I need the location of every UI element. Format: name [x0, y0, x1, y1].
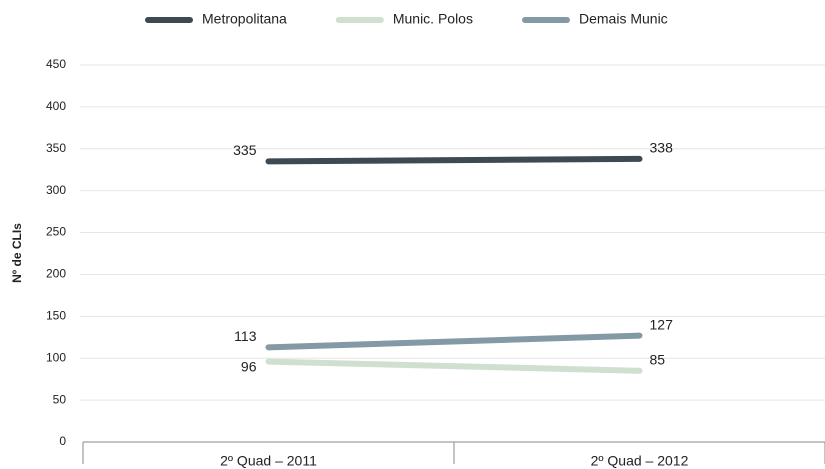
data-label: 85 — [650, 351, 666, 367]
y-tick-label: 0 — [59, 434, 66, 448]
y-tick-label: 350 — [46, 141, 66, 155]
y-tick-label: 200 — [46, 267, 66, 281]
legend-label: Metropolitana — [202, 11, 287, 27]
y-tick-label: 250 — [46, 225, 66, 239]
y-tick-label: 100 — [46, 350, 66, 364]
data-label: 96 — [241, 358, 257, 374]
legend-label: Munic. Polos — [393, 11, 473, 27]
line — [265, 332, 643, 351]
line — [265, 155, 643, 165]
y-tick-label: 450 — [46, 57, 66, 71]
data-label: 113 — [234, 328, 257, 344]
data-label: 335 — [233, 142, 257, 158]
y-tick-label: 150 — [46, 309, 66, 323]
y-tick-label: 300 — [46, 183, 66, 197]
line — [265, 358, 643, 374]
data-label: 127 — [650, 316, 674, 332]
y-tick-label: 50 — [53, 392, 67, 406]
y-axis-label: Nº de CLIs — [10, 223, 24, 283]
x-tick-label: 2º Quad – 2011 — [220, 453, 317, 469]
x-tick-label: 2º Quad – 2012 — [591, 453, 689, 469]
data-label: 338 — [650, 140, 674, 156]
y-tick-label: 400 — [46, 99, 66, 113]
legend-label: Demais Munic — [579, 11, 668, 27]
